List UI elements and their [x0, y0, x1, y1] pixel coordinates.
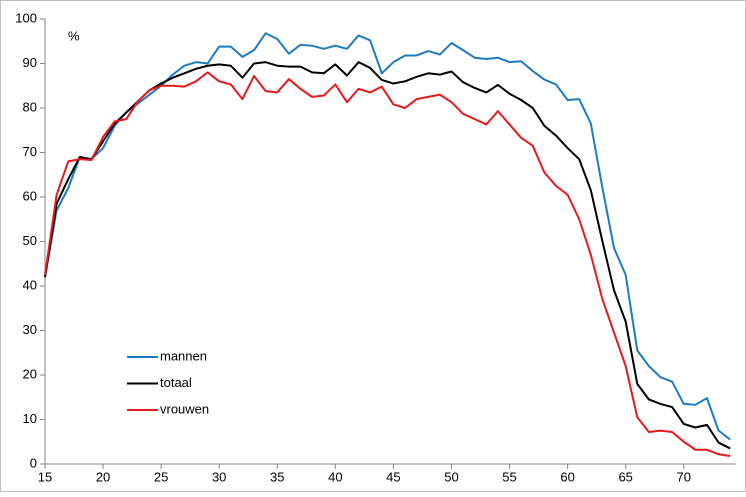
y-tick-label: 30 [23, 322, 37, 337]
legend-label: vrouwen [160, 401, 209, 416]
x-tick-label: 70 [677, 469, 691, 484]
x-tick-label: 65 [618, 469, 632, 484]
y-tick-label: 70 [23, 144, 37, 159]
x-tick-label: 20 [96, 469, 110, 484]
x-tick-label: 60 [560, 469, 574, 484]
y-tick-label: 10 [23, 411, 37, 426]
y-tick-label: 50 [23, 233, 37, 248]
x-tick-label: 45 [386, 469, 400, 484]
y-tick-label: 20 [23, 366, 37, 381]
y-tick-label: 40 [23, 277, 37, 292]
y-tick-label: 60 [23, 188, 37, 203]
y-tick-label: 0 [30, 455, 37, 470]
x-tick-label: 55 [502, 469, 516, 484]
y-tick-label: 80 [23, 99, 37, 114]
y-tick-label: 90 [23, 55, 37, 70]
x-tick-label: 35 [270, 469, 284, 484]
y-tick-label: 100 [15, 10, 37, 25]
legend-label: mannen [160, 348, 207, 363]
x-tick-label: 40 [328, 469, 342, 484]
line-series [44, 61, 731, 450]
x-tick-label: 15 [38, 469, 52, 484]
x-tick-label: 25 [154, 469, 168, 484]
y-axis-label: % [68, 28, 80, 43]
legend-label: totaal [160, 375, 192, 390]
x-tick-label: 50 [444, 469, 458, 484]
line-series [44, 71, 731, 457]
x-tick-label: 30 [212, 469, 226, 484]
